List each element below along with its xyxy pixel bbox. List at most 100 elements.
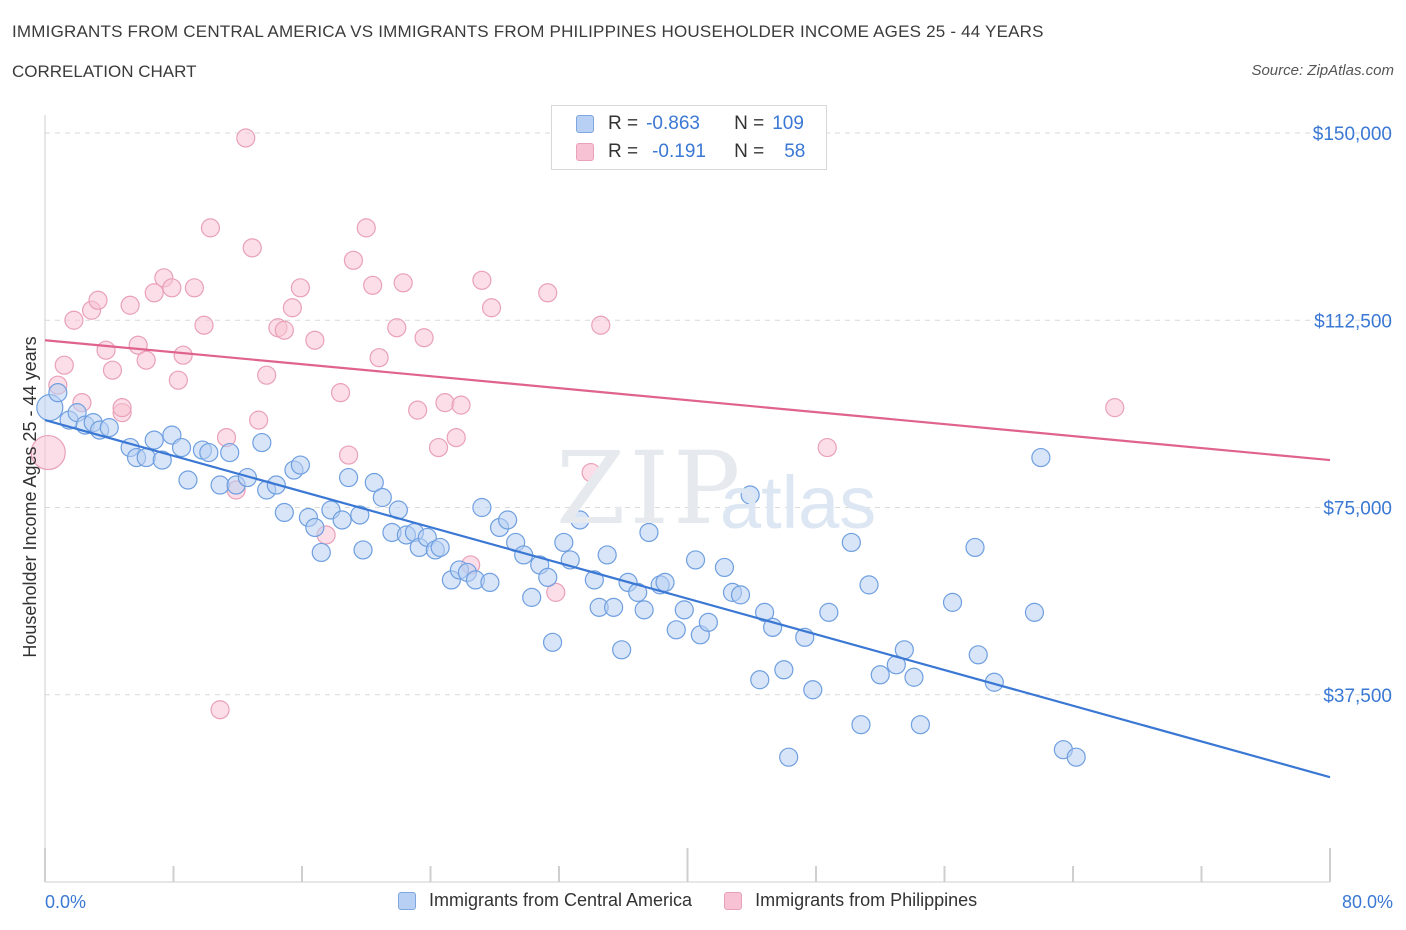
point-philippines xyxy=(168,370,188,390)
point-central-america xyxy=(1024,602,1045,622)
gridlines xyxy=(45,132,1392,696)
point-central-america xyxy=(220,442,240,463)
chart-title: IMMIGRANTS FROM CENTRAL AMERICA VS IMMIG… xyxy=(12,22,1044,41)
y-tick-label: $112,500 xyxy=(1314,311,1392,332)
point-central-america xyxy=(144,430,164,450)
point-philippines xyxy=(305,330,325,350)
point-philippines xyxy=(88,290,108,310)
point-philippines xyxy=(546,582,566,602)
point-philippines xyxy=(290,278,310,298)
point-philippines xyxy=(144,283,164,303)
legend-item-philippines: Immigrants from Philippines xyxy=(724,890,977,911)
point-central-america xyxy=(1066,747,1086,767)
legend-r-label: R = xyxy=(608,113,639,134)
point-philippines xyxy=(343,250,363,270)
point-philippines xyxy=(242,238,262,258)
point-central-america xyxy=(338,467,359,488)
point-philippines xyxy=(162,278,182,298)
correlation-legend: R = -0.863 N = 109 R = -0.191 N = 58 xyxy=(551,105,827,170)
point-central-america xyxy=(171,437,192,458)
point-central-america xyxy=(774,660,794,680)
point-central-america xyxy=(851,715,871,735)
legend-n-label: N = xyxy=(734,113,765,134)
point-central-america xyxy=(639,522,659,543)
legend-swatch-pink xyxy=(576,143,594,161)
y-tick-label: $150,000 xyxy=(1313,124,1392,145)
point-philippines xyxy=(102,360,123,380)
point-central-america xyxy=(628,582,648,602)
trend-lines xyxy=(44,339,1331,779)
point-philippines xyxy=(472,270,492,290)
point-philippines xyxy=(200,218,221,238)
point-central-america xyxy=(152,450,172,470)
point-central-america xyxy=(841,532,861,553)
point-central-america xyxy=(685,550,706,570)
point-central-america xyxy=(364,472,384,493)
point-philippines xyxy=(387,318,407,338)
point-central-america xyxy=(237,467,257,488)
point-philippines xyxy=(581,462,601,483)
point-central-america xyxy=(542,632,563,652)
point-philippines xyxy=(194,315,214,335)
point-philippines xyxy=(428,437,449,458)
point-central-america xyxy=(372,487,392,508)
point-philippines xyxy=(435,393,455,413)
point-central-america xyxy=(430,537,450,558)
legend-label-central-america: Immigrants from Central America xyxy=(429,890,693,910)
trend-line-central-america xyxy=(44,419,1331,779)
point-philippines xyxy=(30,434,66,471)
point-philippines xyxy=(120,295,140,315)
point-philippines xyxy=(369,348,389,368)
point-central-america xyxy=(779,747,799,767)
x-tick-label-min: 0.0% xyxy=(45,892,86,912)
y-tick-label: $37,500 xyxy=(1323,686,1392,707)
point-philippines xyxy=(817,437,837,458)
point-central-america xyxy=(48,383,68,403)
point-philippines xyxy=(481,298,502,318)
point-central-america xyxy=(522,587,542,607)
point-philippines xyxy=(408,400,428,420)
y-tick-label: $75,000 xyxy=(1323,499,1392,520)
point-philippines xyxy=(184,278,204,298)
y-axis-label: Householder Income Ages 25 - 44 years xyxy=(20,336,40,657)
point-philippines xyxy=(282,298,302,318)
point-central-america xyxy=(538,567,558,588)
point-philippines xyxy=(236,128,256,148)
point-central-america xyxy=(910,715,931,735)
point-central-america xyxy=(290,455,310,475)
legend-r-value: -0.191 xyxy=(652,141,706,162)
point-philippines xyxy=(274,320,294,340)
trend-line-philippines xyxy=(44,339,1331,462)
point-central-america xyxy=(674,600,694,620)
point-central-america xyxy=(859,575,879,595)
point-philippines xyxy=(338,445,359,465)
point-philippines xyxy=(393,273,413,293)
point-philippines xyxy=(451,395,471,415)
legend-row-central-america: R = -0.863 N = 109 xyxy=(576,112,804,136)
point-central-america xyxy=(332,510,352,530)
watermark-zip: ZIP xyxy=(556,430,745,547)
point-central-america xyxy=(904,667,924,687)
data-points xyxy=(30,128,1125,767)
point-central-america xyxy=(740,485,760,505)
point-philippines xyxy=(136,350,156,370)
point-philippines xyxy=(591,315,611,335)
legend-n-value: 58 xyxy=(784,141,806,162)
point-central-america xyxy=(655,572,675,593)
point-central-america xyxy=(472,497,492,518)
point-central-america xyxy=(870,665,890,685)
point-philippines xyxy=(414,328,434,348)
series-legend: Immigrants from Central America Immigran… xyxy=(398,890,1009,911)
point-central-america xyxy=(353,540,373,560)
point-philippines xyxy=(96,340,116,360)
point-central-america xyxy=(666,620,686,640)
point-philippines xyxy=(446,427,466,448)
point-central-america xyxy=(750,670,770,690)
point-central-america xyxy=(612,640,632,660)
point-central-america xyxy=(99,418,119,438)
point-philippines xyxy=(356,218,376,238)
tick-labels: $37,500 $75,000 $112,500 $150,000 0.0% 80.0% H… xyxy=(20,124,1393,912)
legend-row-philippines: R = -0.191 N = 58 xyxy=(576,140,805,164)
point-central-america xyxy=(350,505,370,525)
